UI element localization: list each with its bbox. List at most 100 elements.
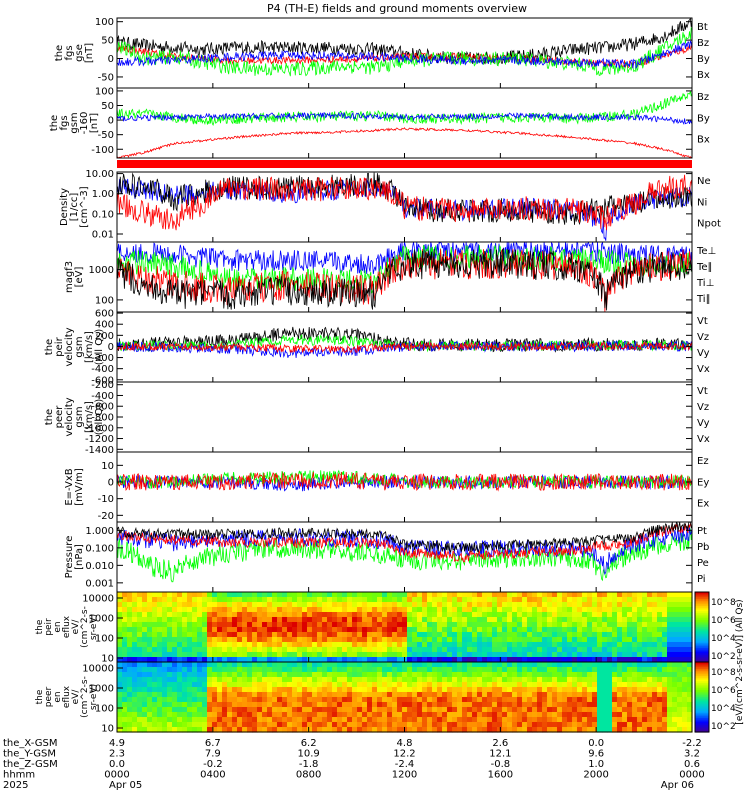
spectrogram-cell — [542, 602, 548, 608]
spectrogram-cell — [422, 722, 428, 728]
spectrogram-cell — [532, 707, 538, 713]
spectrogram-cell — [437, 657, 443, 663]
spectrogram-cell — [477, 652, 483, 658]
spectrogram-cell — [647, 617, 653, 623]
spectrogram-cell — [357, 662, 363, 668]
spectrogram-cell — [607, 642, 613, 648]
spectrogram-cell — [362, 722, 368, 728]
spectrogram-cell — [637, 682, 643, 688]
spectrogram-cell — [477, 677, 483, 683]
spectrogram-cell — [292, 657, 298, 663]
spectrogram-cell — [252, 627, 258, 633]
x-annotation-row-label: the_X-GSM — [3, 738, 57, 749]
spectrogram-cell — [537, 712, 543, 718]
spectrogram-cell — [652, 607, 658, 613]
spectrogram-cell — [147, 707, 153, 713]
spectrogram-cell — [617, 702, 623, 708]
spectrogram-cell — [377, 717, 383, 723]
spectrogram-cell — [672, 637, 678, 643]
spectrogram-cell — [572, 642, 578, 648]
spectrogram-cell — [277, 722, 283, 728]
spectrogram-cell — [267, 712, 273, 718]
spectrogram-cell — [337, 702, 343, 708]
spectrogram-cell — [332, 692, 338, 698]
spectrogram-cell — [632, 672, 638, 678]
spectrogram-cell — [362, 682, 368, 688]
spectrogram-cell — [517, 657, 523, 663]
spectrogram-cell — [187, 697, 193, 703]
spectrogram-cell — [217, 707, 223, 713]
spectrogram-cell — [417, 637, 423, 643]
spectrogram-cell — [457, 702, 463, 708]
spectrogram-cell — [687, 602, 693, 608]
spectrogram-cell — [562, 632, 568, 638]
spectrogram-cell — [302, 592, 308, 598]
spectrogram-cell — [437, 727, 443, 733]
spectrogram-cell — [152, 602, 158, 608]
spectrogram-cell — [567, 707, 573, 713]
spectrogram-cell — [307, 657, 313, 663]
spectrogram-cell — [172, 677, 178, 683]
spectrogram-cell — [197, 647, 203, 653]
spectrogram-cell — [417, 607, 423, 613]
x-annotation-value: 0000 — [104, 770, 129, 781]
spectrogram-cell — [522, 597, 528, 603]
spectrogram-cell — [432, 622, 438, 628]
spectrogram-cell — [672, 672, 678, 678]
spectrogram-cell — [157, 662, 163, 668]
spectrogram-cell — [327, 657, 333, 663]
spectrogram-cell — [382, 702, 388, 708]
spectrogram-cell — [217, 722, 223, 728]
spectrogram-cell — [522, 667, 528, 673]
spectrogram-cell — [507, 617, 513, 623]
spectrogram-cell — [687, 622, 693, 628]
spectrogram-cell — [482, 702, 488, 708]
spectrogram-cell — [307, 707, 313, 713]
spectrogram-cell — [137, 647, 143, 653]
spectrogram-cell — [452, 712, 458, 718]
spectrogram-cell — [297, 717, 303, 723]
spectrogram-cell — [297, 622, 303, 628]
spectrogram-cell — [572, 617, 578, 623]
spectrogram-cell — [272, 592, 278, 598]
spectrogram-cell — [472, 647, 478, 653]
spectrogram-cell — [362, 727, 368, 733]
spectrogram-cell — [657, 632, 663, 638]
spectrogram-cell — [202, 652, 208, 658]
spectrogram-cell — [132, 687, 138, 693]
panel-1-series — [117, 18, 692, 77]
colorbar-cell — [695, 705, 709, 709]
spectrogram-cell — [122, 717, 128, 723]
spectrogram-cell — [302, 622, 308, 628]
colorbar-cell — [695, 628, 709, 632]
spectrogram-cell — [662, 667, 668, 673]
spectrogram-cell — [602, 617, 608, 623]
spectrogram-cell — [502, 677, 508, 683]
spectrogram-cell — [312, 702, 318, 708]
spectrogram-cell — [127, 672, 133, 678]
y-tick-label: 1000 — [89, 614, 114, 625]
spectrogram-cell — [382, 647, 388, 653]
spectrogram-cell — [652, 657, 658, 663]
spectrogram-cell — [612, 702, 618, 708]
spectrogram-cell — [142, 687, 148, 693]
spectrogram-cell — [397, 707, 403, 713]
spectrogram-cell — [427, 637, 433, 643]
spectrogram-cell — [167, 727, 173, 733]
y-tick-label: 0 — [108, 342, 114, 353]
spectrogram-cell — [667, 642, 673, 648]
spectrogram-cell — [347, 712, 353, 718]
spectrogram-cell — [682, 637, 688, 643]
spectrogram-cell — [157, 692, 163, 698]
spectrogram-cell — [222, 677, 228, 683]
spectrogram-cell — [437, 647, 443, 653]
spectrogram-cell — [572, 677, 578, 683]
spectrogram-cell — [477, 722, 483, 728]
spectrogram-cell — [487, 677, 493, 683]
spectrogram-cell — [412, 667, 418, 673]
x-annotation-value: 6.2 — [301, 738, 317, 749]
spectrogram-cell — [362, 592, 368, 598]
spectrogram-cell — [562, 592, 568, 598]
spectrogram-cell — [177, 702, 183, 708]
